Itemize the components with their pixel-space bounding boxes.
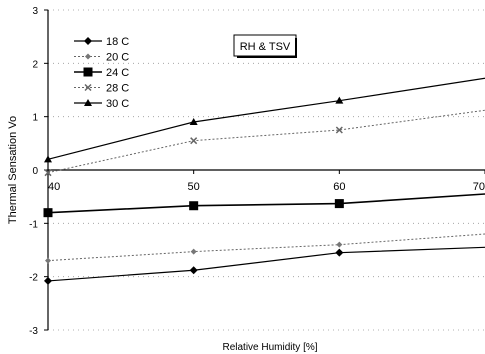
series-18c [44, 246, 485, 285]
x-axis-label: Relative Humidity [%] [222, 342, 317, 353]
data-point [189, 118, 198, 125]
data-point [45, 257, 51, 264]
legend-item: 28 C [74, 83, 129, 95]
data-point [189, 266, 198, 275]
data-point [84, 37, 92, 45]
series-line [47, 77, 485, 160]
legend-label: 24 C [106, 67, 129, 79]
series-line [47, 109, 485, 174]
y-tick-label: -2 [29, 273, 38, 284]
data-point [189, 201, 199, 211]
legend-label: 28 C [106, 83, 129, 95]
legend-label: 30 C [106, 98, 129, 110]
x-tick-label: 50 [188, 181, 200, 193]
legend-item: 18 C [74, 36, 129, 48]
series-30c [44, 77, 485, 163]
data-point [336, 241, 343, 248]
x-ticks: 40 50 60 70 [47, 170, 485, 193]
legend-label: 18 C [106, 36, 129, 48]
series-layer [43, 77, 485, 285]
annotation-box: RH & TSV [233, 34, 297, 58]
x-tick-label: 40 [48, 181, 60, 193]
series-24c [43, 193, 485, 218]
data-point [335, 126, 343, 134]
legend: 18 C 20 C 24 C 28 C 30 C [74, 36, 129, 110]
data-point [190, 137, 198, 145]
y-tick-label: -1 [29, 219, 38, 230]
data-point [43, 208, 53, 218]
y-tick-label: 1 [32, 113, 38, 124]
y-tick-label: -3 [29, 326, 38, 337]
data-point [190, 248, 197, 255]
y-ticks: 3 2 1 0 -1 -2 -3 [29, 6, 48, 337]
x-tick-label: 70 [473, 181, 485, 193]
data-point [84, 83, 92, 92]
data-point [335, 248, 344, 257]
x-tick-label: 60 [333, 181, 345, 193]
annotation-text: RH & TSV [240, 41, 291, 53]
series-20c [45, 233, 485, 264]
series-line [47, 246, 485, 282]
y-tick-label: 3 [32, 6, 38, 17]
data-point [83, 67, 93, 77]
y-axis-label: Thermal Sensation Vo [7, 116, 19, 224]
data-point [335, 96, 344, 104]
data-point [44, 276, 52, 285]
data-point [85, 53, 91, 60]
data-point [44, 155, 52, 163]
y-tick-label: 0 [32, 166, 38, 177]
legend-item: 30 C [74, 98, 129, 110]
legend-item: 20 C [74, 52, 129, 64]
legend-item: 24 C [74, 67, 129, 79]
data-point [84, 99, 92, 106]
series-28c [44, 109, 485, 177]
data-point [334, 199, 344, 209]
y-tick-label: 2 [32, 59, 38, 70]
legend-label: 20 C [106, 52, 129, 64]
data-point [44, 169, 52, 177]
series-line [47, 233, 485, 262]
series-line [47, 193, 485, 214]
